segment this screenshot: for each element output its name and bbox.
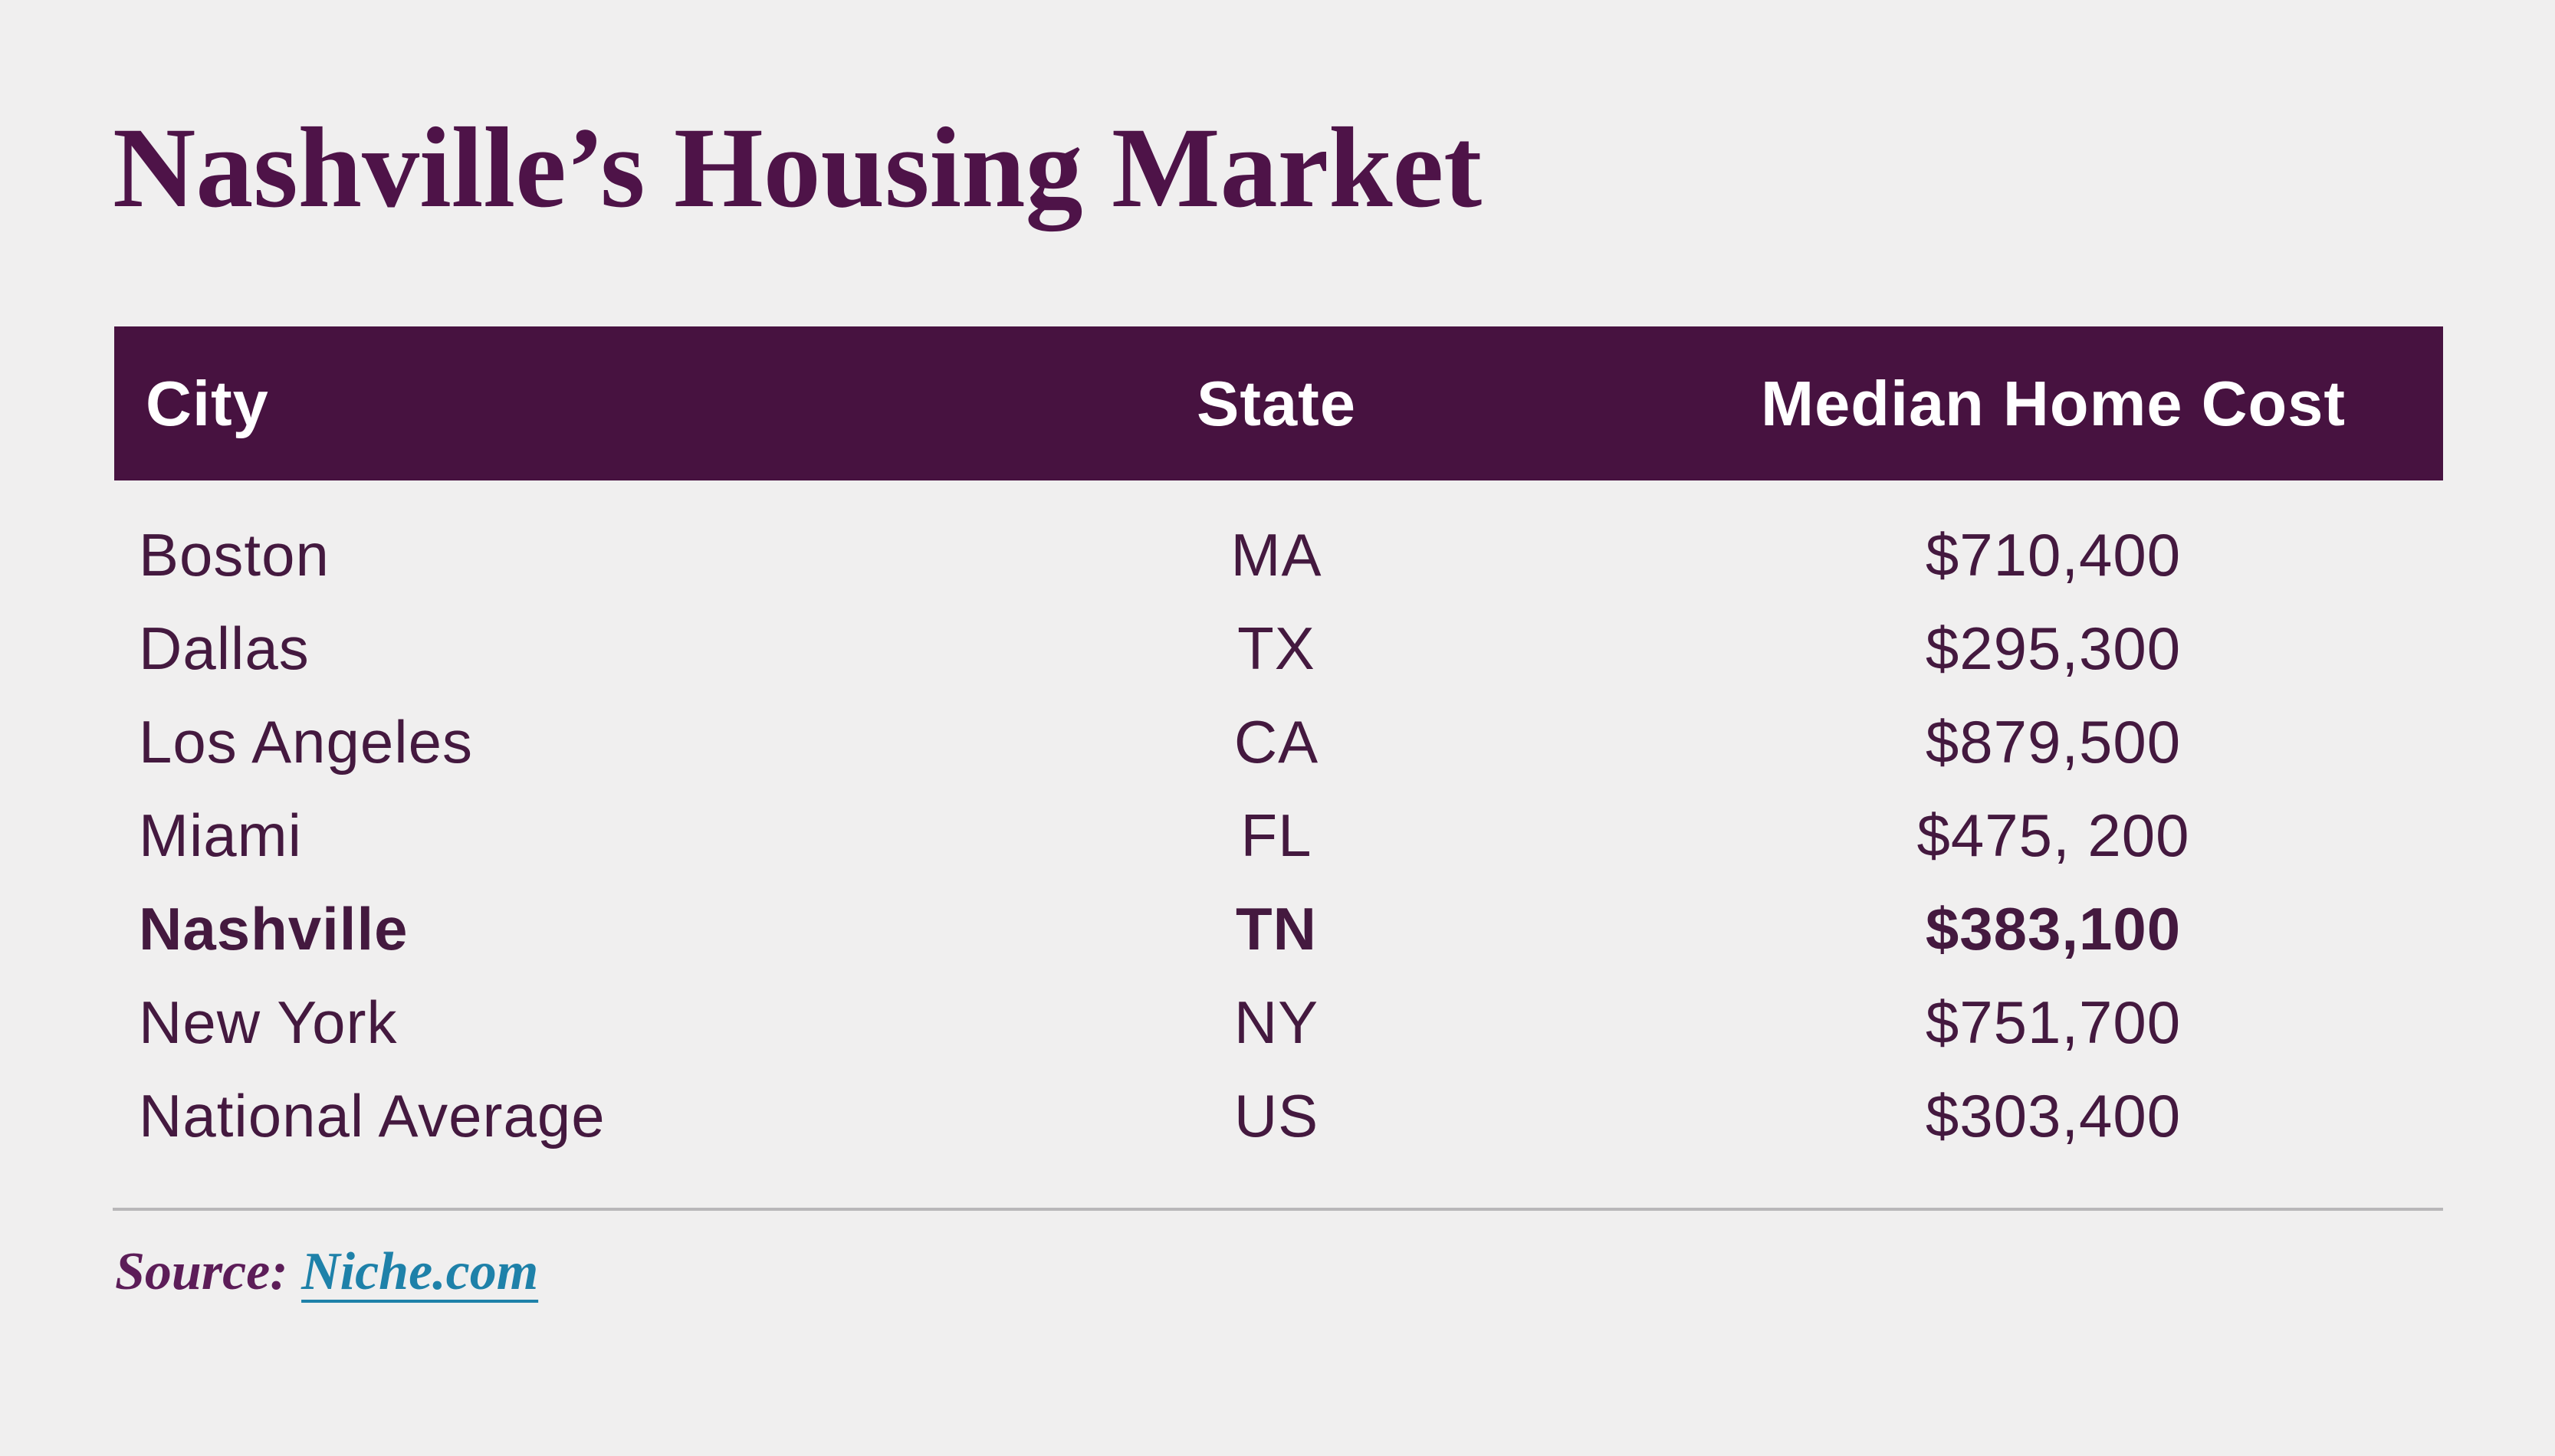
cost-cell: $383,100: [1925, 894, 2182, 962]
state-cell: FL: [1240, 801, 1312, 869]
cost-cell: $295,300: [1925, 614, 2182, 682]
source-line: Source: Niche.com: [115, 1241, 538, 1304]
table-row: New York NY $751,700: [114, 976, 2443, 1069]
table-row: Miami FL $475, 200: [114, 789, 2443, 882]
state-cell: TX: [1237, 614, 1315, 682]
cost-cell: $879,500: [1925, 707, 2182, 776]
state-cell: CA: [1233, 707, 1319, 776]
city-cell: Nashville: [139, 894, 409, 962]
table-body: Boston MA $710,400 Dallas TX $295,300 Lo…: [114, 480, 2443, 1163]
table-row: Dallas TX $295,300: [114, 602, 2443, 695]
cost-cell: $303,400: [1925, 1081, 2182, 1149]
city-cell: Dallas: [139, 614, 310, 682]
city-cell: National Average: [139, 1081, 606, 1149]
column-header-city: City: [146, 367, 269, 439]
housing-table: City State Median Home Cost Boston MA $7…: [114, 326, 2443, 1163]
source-label: Source:: [115, 1242, 288, 1301]
cost-cell: $751,700: [1925, 988, 2182, 1056]
state-cell: MA: [1230, 520, 1322, 589]
divider-line: [113, 1208, 2443, 1211]
column-header-cost: Median Home Cost: [1760, 367, 2346, 439]
cost-cell: $475, 200: [1916, 801, 2190, 869]
table-row: Los Angeles CA $879,500: [114, 695, 2443, 789]
city-cell: Boston: [139, 520, 330, 589]
table-row: National Average US $303,400: [114, 1069, 2443, 1163]
city-cell: Miami: [139, 801, 302, 869]
cost-cell: $710,400: [1925, 520, 2182, 589]
source-link[interactable]: Niche.com: [301, 1242, 539, 1301]
column-header-state: State: [1197, 367, 1356, 439]
state-cell: TN: [1236, 894, 1317, 962]
state-cell: US: [1233, 1081, 1319, 1149]
city-cell: Los Angeles: [139, 707, 474, 776]
city-cell: New York: [139, 988, 398, 1056]
table-header-row: City State Median Home Cost: [114, 326, 2443, 480]
state-cell: NY: [1233, 988, 1319, 1056]
table-row: Nashville TN $383,100: [114, 882, 2443, 976]
table-row: Boston MA $710,400: [114, 508, 2443, 602]
page-title: Nashville’s Housing Market: [113, 104, 1483, 231]
